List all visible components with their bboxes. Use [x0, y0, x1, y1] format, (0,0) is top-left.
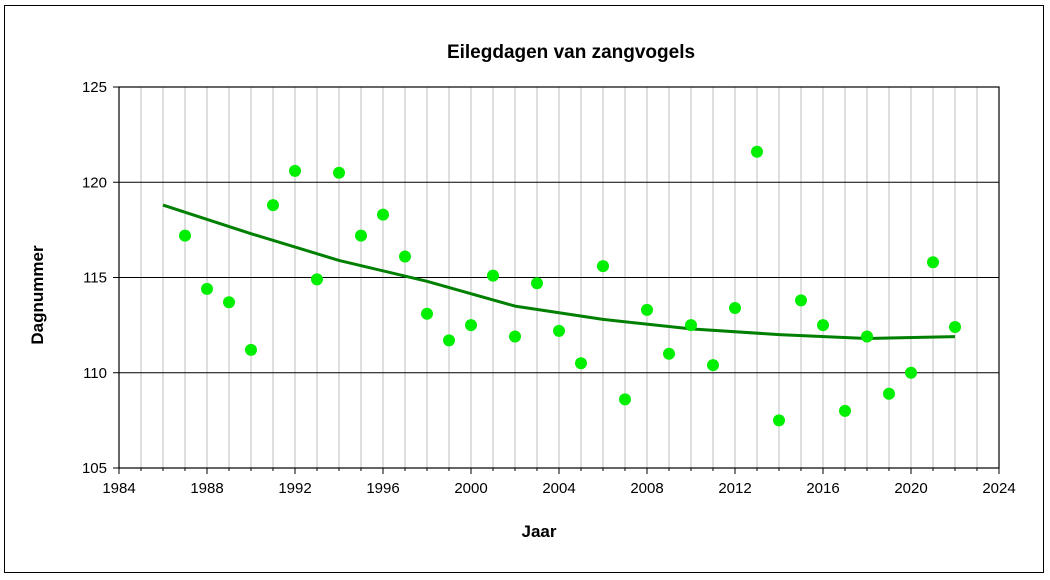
- data-point: [289, 164, 301, 177]
- data-point: [355, 229, 367, 242]
- x-tick-label: 2020: [894, 480, 927, 497]
- data-point: [575, 357, 587, 370]
- data-point: [707, 359, 719, 372]
- trend-layer: [162, 203, 956, 340]
- data-point: [443, 334, 455, 347]
- data-point: [245, 343, 257, 356]
- data-point: [927, 256, 939, 269]
- x-tick-label: 1988: [190, 480, 223, 497]
- data-point: [421, 307, 433, 320]
- data-point: [487, 269, 499, 282]
- y-tick-label: 120: [82, 174, 107, 191]
- y-axis-title: Dagnummer: [28, 245, 47, 345]
- y-tick-label: 105: [82, 460, 107, 477]
- x-tick-label: 2012: [718, 480, 751, 497]
- data-point: [839, 404, 851, 417]
- chart-frame: Eilegdagen van zangvogels Jaar Dagnummer…: [4, 5, 1044, 573]
- data-point: [267, 199, 279, 212]
- chart-svg: Eilegdagen van zangvogels Jaar Dagnummer…: [28, 42, 1016, 541]
- data-point: [465, 319, 477, 332]
- data-point: [619, 393, 631, 406]
- x-tick-label: 2004: [542, 480, 575, 497]
- y-tick-label: 115: [83, 270, 107, 287]
- x-tick-label: 1984: [102, 480, 135, 497]
- grid-layer: [119, 87, 999, 468]
- data-point: [641, 303, 653, 316]
- x-tick-label: 2008: [630, 480, 663, 497]
- data-point: [531, 277, 543, 290]
- data-point: [509, 330, 521, 343]
- x-tick-label: 2024: [982, 480, 1015, 497]
- data-point: [553, 324, 565, 337]
- data-point: [773, 414, 785, 427]
- y-tick-label: 110: [83, 365, 107, 382]
- x-tick-label: 1992: [278, 480, 311, 497]
- data-point: [817, 319, 829, 332]
- x-tick-label: 1996: [366, 480, 399, 497]
- points-layer: [179, 145, 961, 427]
- data-point: [597, 260, 609, 273]
- data-point: [377, 208, 389, 221]
- data-point: [179, 229, 191, 242]
- y-tick-label: 125: [82, 79, 107, 96]
- data-point: [795, 294, 807, 307]
- data-point: [949, 321, 961, 334]
- data-point: [223, 296, 235, 309]
- trend-line: [162, 203, 956, 340]
- data-point: [333, 166, 345, 179]
- chart-title: Eilegdagen van zangvogels: [447, 42, 695, 63]
- data-point: [861, 330, 873, 343]
- data-point: [663, 347, 675, 360]
- x-axis-title: Jaar: [522, 522, 557, 541]
- axes-layer: 105 110 115 120 125 1984 1988 1992 1996 2000 2004 2…: [82, 79, 1016, 497]
- x-tick-label: 2000: [454, 480, 487, 497]
- data-point: [399, 250, 411, 263]
- x-tick-label: 2016: [806, 480, 839, 497]
- data-point: [883, 387, 895, 400]
- data-point: [729, 301, 741, 314]
- data-point: [905, 366, 917, 379]
- data-point: [201, 282, 213, 295]
- data-point: [311, 273, 323, 286]
- data-point: [685, 319, 697, 332]
- data-point: [751, 145, 763, 158]
